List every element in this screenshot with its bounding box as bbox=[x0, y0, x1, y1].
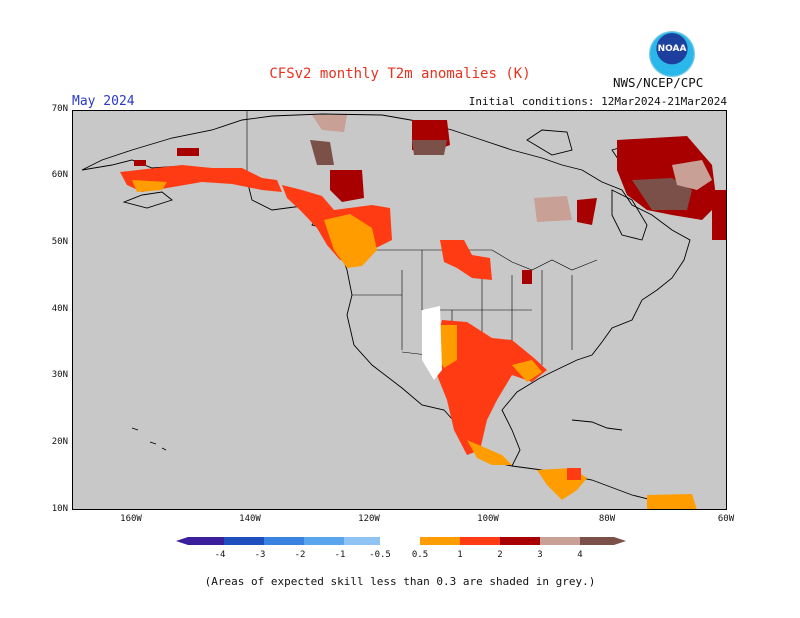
lon-label: 60W bbox=[717, 514, 735, 524]
lat-label: 70N bbox=[51, 104, 68, 114]
colorbar-label: -1 bbox=[335, 550, 346, 560]
yukon-strong-patch bbox=[330, 170, 364, 202]
lon-label: 80W bbox=[598, 514, 616, 524]
quebec-brown-patch bbox=[632, 178, 692, 210]
lat-label: 50N bbox=[51, 237, 68, 247]
lon-label: 140W bbox=[239, 514, 261, 524]
northern-plains-patch bbox=[440, 240, 492, 280]
colorbar-label: 0.5 bbox=[412, 550, 428, 560]
hudson-tan-patch bbox=[534, 196, 572, 222]
anomaly-map bbox=[72, 110, 727, 510]
colorbar-segment bbox=[224, 537, 264, 545]
colorbar-segment bbox=[500, 537, 540, 545]
hudson-strong-patch bbox=[577, 198, 597, 225]
quebec-tan-patch bbox=[672, 160, 712, 190]
southwest-white-patch bbox=[422, 306, 442, 380]
colorbar-label: 2 bbox=[497, 550, 502, 560]
alaska-west-patch bbox=[134, 160, 146, 166]
colorbar-segment bbox=[304, 537, 344, 545]
great-lakes-patch bbox=[522, 270, 532, 284]
skill-footnote: (Areas of expected skill less than 0.3 a… bbox=[204, 575, 596, 588]
anomaly-patches bbox=[120, 115, 727, 510]
map-frame bbox=[72, 110, 727, 510]
lat-label: 60N bbox=[51, 170, 68, 180]
lon-label: 100W bbox=[477, 514, 499, 524]
mexico-south-patch bbox=[467, 440, 512, 465]
gulf-coast-patch bbox=[512, 360, 542, 382]
lat-label: 30N bbox=[51, 370, 68, 380]
colorbar-segment bbox=[264, 537, 304, 545]
noaa-logo: NOAA bbox=[650, 32, 694, 76]
colorbar-segment bbox=[188, 537, 224, 545]
texas-warm-patch bbox=[432, 320, 547, 455]
colorbar-segment bbox=[380, 537, 420, 545]
arctic-tan-patch bbox=[312, 115, 347, 132]
lat-label: 10N bbox=[51, 504, 68, 514]
alaska-north-patch bbox=[177, 148, 199, 156]
agency-label: NWS/NCEP/CPC bbox=[613, 75, 704, 90]
colorbar-label: -2 bbox=[295, 550, 306, 560]
south-america-patch bbox=[647, 494, 697, 510]
colorbar-label: -3 bbox=[255, 550, 266, 560]
chart-title: CFSv2 monthly T2m anomalies (K) bbox=[269, 66, 531, 82]
lat-label: 40N bbox=[51, 304, 68, 314]
central-america-strong-patch bbox=[567, 468, 581, 480]
logo-text: NOAA bbox=[657, 44, 687, 54]
lon-label: 160W bbox=[120, 514, 142, 524]
lat-label: 20N bbox=[51, 437, 68, 447]
greenland-strong-patch bbox=[712, 190, 727, 240]
quebec-strong-patch bbox=[617, 136, 717, 220]
colorbar-segment bbox=[344, 537, 380, 545]
alaska-moderate-patch bbox=[132, 180, 167, 192]
colorbar: -4 -3 -2 -1 -0.5 0.5 1 2 3 4 bbox=[176, 537, 626, 560]
colorbar-segment bbox=[580, 537, 614, 545]
colorbar-segment bbox=[420, 537, 460, 545]
colorbar-label: 3 bbox=[537, 550, 542, 560]
colorbar-label: -0.5 bbox=[369, 550, 391, 560]
arctic-brown-patch bbox=[310, 140, 334, 165]
colorbar-high-arrow bbox=[614, 537, 626, 545]
colorbar-label: 1 bbox=[457, 550, 462, 560]
bc-moderate-patch bbox=[324, 214, 377, 268]
initial-conditions: Initial conditions: 12Mar2024-21Mar2024 bbox=[468, 95, 727, 108]
colorbar-label: 4 bbox=[577, 550, 582, 560]
colorbar-segment bbox=[460, 537, 500, 545]
colorbar-low-arrow bbox=[176, 537, 188, 545]
forecast-month: May 2024 bbox=[72, 94, 135, 109]
colorbar-segment bbox=[540, 537, 580, 545]
lon-label: 120W bbox=[358, 514, 380, 524]
colorbar-label: -4 bbox=[215, 550, 226, 560]
arctic-brown-patch-2 bbox=[412, 140, 447, 155]
